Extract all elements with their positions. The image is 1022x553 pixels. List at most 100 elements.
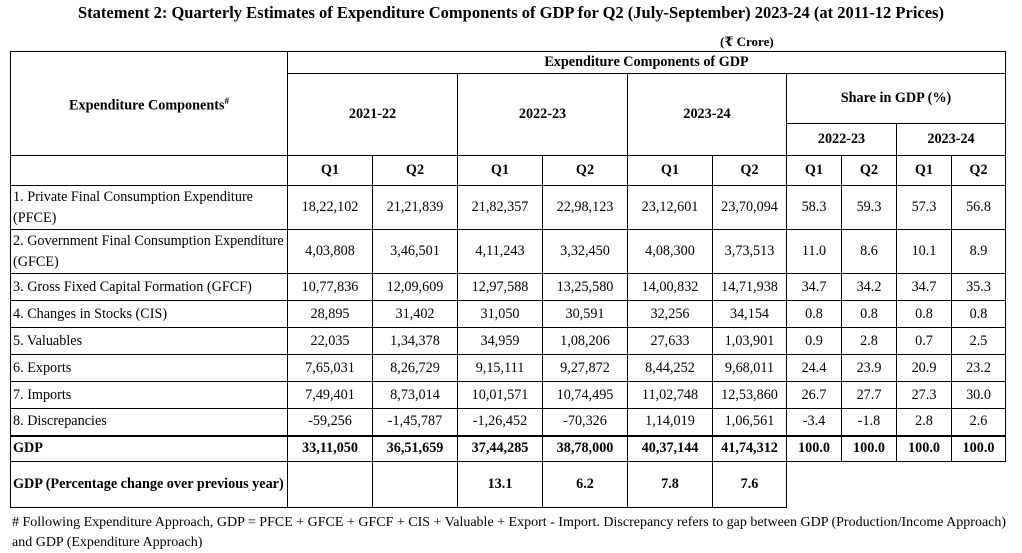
share-cell: 2.8 xyxy=(896,408,952,436)
share-year-header: 2022-23 xyxy=(786,123,897,156)
value-cell: 14,00,832 xyxy=(627,273,713,301)
quarter-header: Q2 xyxy=(951,155,1006,186)
share-cell: 23.9 xyxy=(841,354,897,382)
table-row: 6. Exports 7,65,031 8,26,729 9,15,111 9,… xyxy=(10,354,1006,382)
value-cell: -59,256 xyxy=(287,408,373,436)
value-cell: 27,633 xyxy=(627,327,713,355)
share-cell: 11.0 xyxy=(786,229,842,274)
share-cell: 8.9 xyxy=(951,229,1006,274)
quarter-header: Q2 xyxy=(542,155,628,186)
value-cell: 10,77,836 xyxy=(287,273,373,301)
share-cell: -1.8 xyxy=(841,408,897,436)
table-row: 8. Discrepancies -59,256 -1,45,787 -1,26… xyxy=(10,408,1006,436)
share-cell: 57.3 xyxy=(896,185,952,230)
value-cell: -70,326 xyxy=(542,408,628,436)
value-cell: 34,154 xyxy=(712,300,787,328)
share-header: Share in GDP (%) xyxy=(786,73,1006,124)
value-cell: 9,68,011 xyxy=(712,354,787,382)
row-label: 3. Gross Fixed Capital Formation (GFCF) xyxy=(10,273,288,301)
value-cell: 13,25,580 xyxy=(542,273,628,301)
gdp-share: 100.0 xyxy=(786,434,842,462)
value-cell: 1,34,378 xyxy=(372,327,458,355)
value-cell: 32,256 xyxy=(627,300,713,328)
growth-blank xyxy=(786,461,1006,508)
value-cell: 30,591 xyxy=(542,300,628,328)
share-cell: 20.9 xyxy=(896,354,952,382)
value-cell: 8,73,014 xyxy=(372,381,458,409)
group-header: Expenditure Components of GDP xyxy=(287,51,1006,74)
share-cell: 24.4 xyxy=(786,354,842,382)
header-row-group: Expenditure Components# Expenditure Comp… xyxy=(10,51,1006,156)
row-label: 5. Valuables xyxy=(10,327,288,355)
table-row: 7. Imports 7,49,401 8,73,014 10,01,571 1… xyxy=(10,381,1006,409)
share-cell: 2.6 xyxy=(951,408,1006,436)
row-label: 8. Discrepancies xyxy=(10,408,288,436)
header-spacer xyxy=(10,155,288,186)
share-cell: 10.1 xyxy=(896,229,952,274)
growth-value: 7.8 xyxy=(627,461,713,508)
share-cell: 0.8 xyxy=(786,300,842,328)
page-title: Statement 2: Quarterly Estimates of Expe… xyxy=(78,3,944,22)
row-label: 7. Imports xyxy=(10,381,288,409)
row-label: 1. Private Final Consumption Expenditure… xyxy=(10,185,288,230)
share-cell: 26.7 xyxy=(786,381,842,409)
growth-value: 13.1 xyxy=(457,461,543,508)
value-cell: 31,402 xyxy=(372,300,458,328)
value-cell: 12,97,588 xyxy=(457,273,543,301)
quarter-header: Q1 xyxy=(627,155,713,186)
row-label-header: Expenditure Components# xyxy=(10,51,288,156)
value-cell: 4,08,300 xyxy=(627,229,713,274)
share-cell: 35.3 xyxy=(951,273,1006,301)
table-row: 5. Valuables 22,035 1,34,378 34,959 1,08… xyxy=(10,327,1006,355)
value-cell: 3,46,501 xyxy=(372,229,458,274)
share-cell: -3.4 xyxy=(786,408,842,436)
share-cell: 8.6 xyxy=(841,229,897,274)
share-cell: 23.2 xyxy=(951,354,1006,382)
value-cell: 8,44,252 xyxy=(627,354,713,382)
value-cell: 14,71,938 xyxy=(712,273,787,301)
value-cell: 23,12,601 xyxy=(627,185,713,230)
share-cell: 0.8 xyxy=(951,300,1006,328)
share-cell: 27.7 xyxy=(841,381,897,409)
gdp-label: GDP xyxy=(10,434,288,462)
quarter-header: Q2 xyxy=(372,155,458,186)
share-cell: 0.8 xyxy=(896,300,952,328)
share-cell: 0.9 xyxy=(786,327,842,355)
share-cell: 30.0 xyxy=(951,381,1006,409)
value-cell: 28,895 xyxy=(287,300,373,328)
value-cell: 7,65,031 xyxy=(287,354,373,382)
growth-row: GDP (Percentage change over previous yea… xyxy=(10,461,1006,508)
year-header: 2023-24 xyxy=(627,73,787,156)
row-label: 4. Changes in Stocks (CIS) xyxy=(10,300,288,328)
share-cell: 56.8 xyxy=(951,185,1006,230)
table-row: 4. Changes in Stocks (CIS) 28,895 31,402… xyxy=(10,300,1006,328)
share-year-header: 2023-24 xyxy=(896,123,1006,156)
value-cell: 21,82,357 xyxy=(457,185,543,230)
gdp-share: 100.0 xyxy=(951,434,1006,462)
header-row-years: 2021-22 2022-23 2023-24 Share in GDP (%) xyxy=(11,73,1006,156)
value-cell: 18,22,102 xyxy=(287,185,373,230)
row-label: 2. Government Final Consumption Expendit… xyxy=(10,229,288,274)
header-row-share-years: 2022-23 2023-24 xyxy=(11,123,1006,156)
gdp-share: 100.0 xyxy=(841,434,897,462)
gdp-value: 36,51,659 xyxy=(372,434,458,462)
value-cell: 11,02,748 xyxy=(627,381,713,409)
quarter-header: Q1 xyxy=(896,155,952,186)
quarter-header: Q1 xyxy=(457,155,543,186)
growth-value xyxy=(287,461,373,508)
value-cell: 1,08,206 xyxy=(542,327,628,355)
gdp-value: 41,74,312 xyxy=(712,434,787,462)
row-label: 6. Exports xyxy=(10,354,288,382)
share-cell: 27.3 xyxy=(896,381,952,409)
quarter-header: Q2 xyxy=(712,155,787,186)
quarter-header: Q2 xyxy=(841,155,897,186)
value-cell: 12,53,860 xyxy=(712,381,787,409)
table-row: 1. Private Final Consumption Expenditure… xyxy=(10,185,1006,230)
share-cell: 34.2 xyxy=(841,273,897,301)
quarter-header: Q1 xyxy=(786,155,842,186)
value-cell: 21,21,839 xyxy=(372,185,458,230)
share-cell: 0.7 xyxy=(896,327,952,355)
gdp-share: 100.0 xyxy=(896,434,952,462)
value-cell: 10,74,495 xyxy=(542,381,628,409)
value-cell: -1,45,787 xyxy=(372,408,458,436)
